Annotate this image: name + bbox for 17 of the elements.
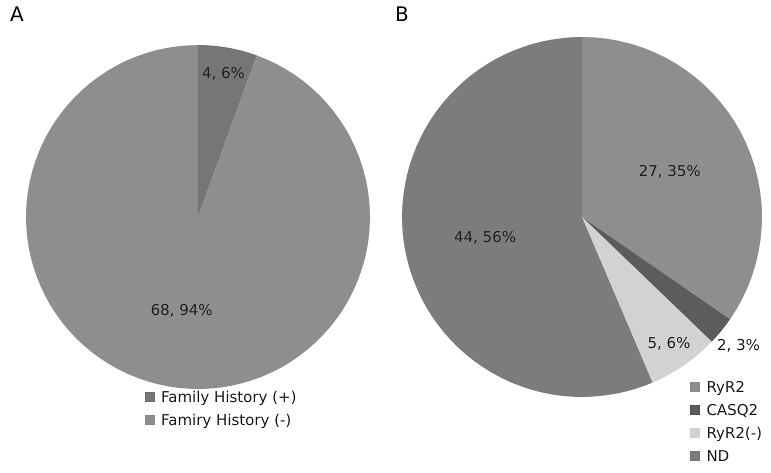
chart-title: B <box>395 2 409 26</box>
data-label: 2, 3% <box>717 336 760 354</box>
legend-label: RyR2 <box>706 378 745 396</box>
legend-label: ND <box>706 446 730 464</box>
legend-label: Family History (+) <box>161 388 296 406</box>
legend-label: Famiry History (-) <box>161 410 292 428</box>
pie-slice <box>582 37 762 320</box>
pie-slice <box>26 45 370 389</box>
chart-title: A <box>10 2 24 26</box>
data-label: 4, 6% <box>202 64 245 82</box>
legend-label: CASQ2 <box>706 400 758 418</box>
data-label: 27, 35% <box>638 162 701 180</box>
pie-slice <box>198 45 257 217</box>
data-label: 68, 94% <box>150 301 213 320</box>
data-label: 5, 6% <box>647 334 690 352</box>
legend-label: RyR2(-) <box>706 424 762 442</box>
data-label: 44, 56% <box>454 228 516 246</box>
